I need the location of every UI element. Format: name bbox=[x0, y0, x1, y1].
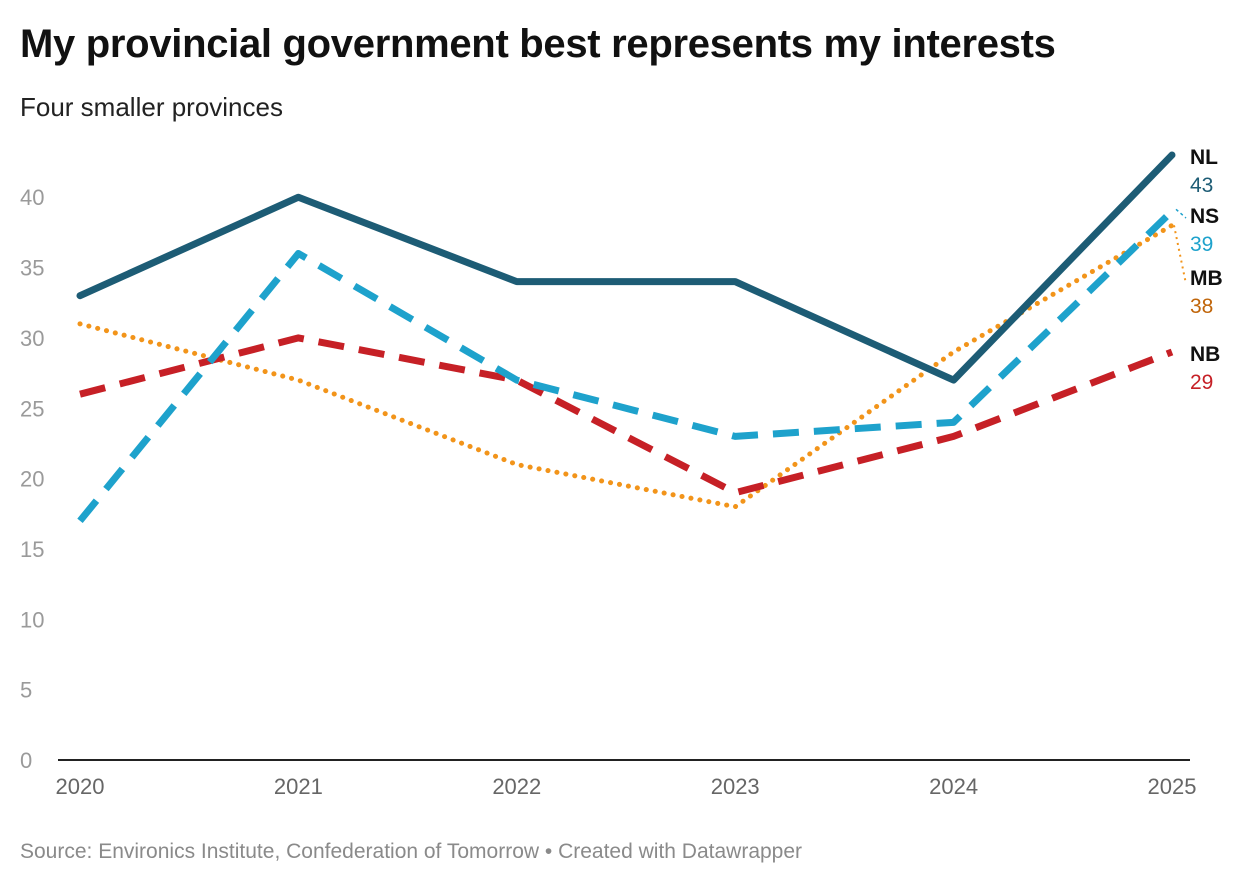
y-tick-label: 20 bbox=[20, 467, 44, 492]
end-label-value-nb: 29 bbox=[1190, 371, 1213, 394]
end-label-connector-ns bbox=[1175, 208, 1187, 219]
footer-separator: • bbox=[539, 840, 559, 863]
x-tick-label: 2020 bbox=[56, 774, 105, 799]
end-label-name-mb: MB bbox=[1190, 267, 1223, 290]
y-tick-label: 5 bbox=[20, 678, 32, 703]
end-label-connector-mb bbox=[1173, 225, 1187, 285]
y-tick-label: 25 bbox=[20, 396, 44, 421]
y-tick-label: 40 bbox=[20, 185, 44, 210]
end-label-name-nb: NB bbox=[1190, 343, 1220, 366]
x-axis-ticks: 2020 2021 2022 2023 2024 2025 bbox=[56, 774, 1197, 799]
series-line-ns bbox=[77, 208, 1175, 524]
end-label-name-nl: NL bbox=[1190, 146, 1218, 169]
x-tick-label: 2025 bbox=[1148, 774, 1197, 799]
source-note: Source: Environics Institute, Confederat… bbox=[20, 840, 540, 863]
y-tick-label: 15 bbox=[20, 537, 44, 562]
y-axis-ticks: 0 5 10 15 20 25 30 35 40 bbox=[20, 185, 44, 773]
y-tick-label: 0 bbox=[20, 748, 32, 773]
y-tick-label: 35 bbox=[20, 256, 44, 281]
y-tick-label: 30 bbox=[20, 326, 44, 351]
chart-title: My provincial government best represents… bbox=[20, 22, 1056, 66]
series-line-nl bbox=[76, 151, 1176, 384]
x-tick-label: 2024 bbox=[929, 774, 978, 799]
end-label-value-nl: 43 bbox=[1190, 174, 1213, 197]
y-tick-label: 10 bbox=[20, 607, 44, 632]
series-lines bbox=[76, 151, 1176, 524]
series-line-nb bbox=[79, 334, 1174, 497]
chart-footer: Source: Environics Institute, Confederat… bbox=[20, 840, 802, 864]
x-tick-label: 2022 bbox=[492, 774, 541, 799]
end-label-value-mb: 38 bbox=[1190, 295, 1213, 318]
end-label-value-ns: 39 bbox=[1190, 233, 1213, 256]
credit-note: Created with Datawrapper bbox=[558, 840, 803, 863]
series-line-mb bbox=[77, 222, 1175, 510]
end-label-name-ns: NS bbox=[1190, 205, 1219, 228]
x-tick-label: 2023 bbox=[711, 774, 760, 799]
series-end-labels: NL 43 NS 39 MB 38 NB 29 bbox=[1173, 146, 1223, 394]
chart-subtitle: Four smaller provinces bbox=[20, 92, 283, 122]
x-tick-label: 2021 bbox=[274, 774, 323, 799]
